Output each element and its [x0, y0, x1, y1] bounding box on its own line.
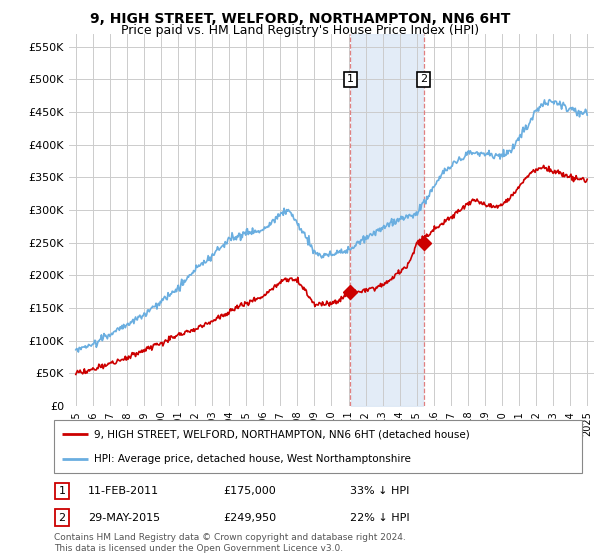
- Text: HPI: Average price, detached house, West Northamptonshire: HPI: Average price, detached house, West…: [94, 454, 410, 464]
- Text: 9, HIGH STREET, WELFORD, NORTHAMPTON, NN6 6HT: 9, HIGH STREET, WELFORD, NORTHAMPTON, NN…: [90, 12, 510, 26]
- Text: £249,950: £249,950: [223, 512, 276, 522]
- Text: 2: 2: [420, 74, 427, 85]
- Text: 29-MAY-2015: 29-MAY-2015: [88, 512, 160, 522]
- FancyBboxPatch shape: [54, 420, 582, 473]
- Text: Contains HM Land Registry data © Crown copyright and database right 2024.
This d: Contains HM Land Registry data © Crown c…: [54, 533, 406, 553]
- Text: £175,000: £175,000: [223, 486, 276, 496]
- Text: Price paid vs. HM Land Registry's House Price Index (HPI): Price paid vs. HM Land Registry's House …: [121, 24, 479, 36]
- Text: 33% ↓ HPI: 33% ↓ HPI: [350, 486, 409, 496]
- Text: 1: 1: [347, 74, 354, 85]
- Text: 9, HIGH STREET, WELFORD, NORTHAMPTON, NN6 6HT (detached house): 9, HIGH STREET, WELFORD, NORTHAMPTON, NN…: [94, 430, 469, 440]
- Text: 2: 2: [58, 512, 65, 522]
- Text: 22% ↓ HPI: 22% ↓ HPI: [350, 512, 409, 522]
- Text: 11-FEB-2011: 11-FEB-2011: [88, 486, 160, 496]
- Text: 1: 1: [58, 486, 65, 496]
